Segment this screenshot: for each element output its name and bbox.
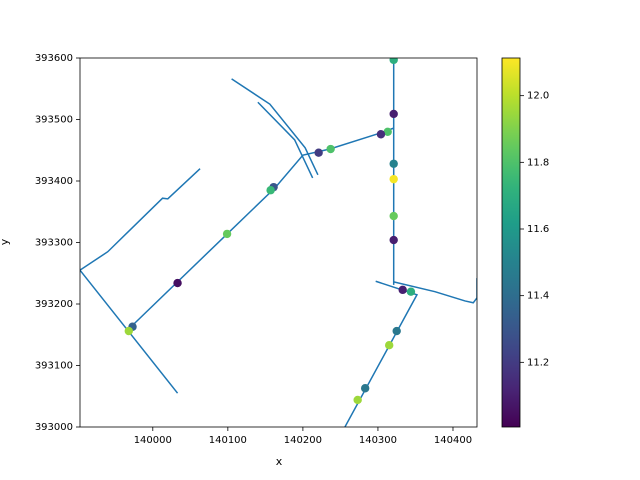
scatter-point <box>389 159 398 168</box>
colorbar-tick-label: 11.8 <box>527 157 549 168</box>
scatter-point <box>376 130 386 139</box>
x-tick-label: 140300 <box>359 435 397 446</box>
colorbar-frame <box>501 57 521 428</box>
scatter-point <box>314 148 323 157</box>
y-tick-label: 393000 <box>35 422 73 433</box>
colorbar-tick-label: 11.6 <box>527 224 549 235</box>
y-tick-label: 393600 <box>35 53 73 64</box>
scatter-point <box>389 235 398 245</box>
scatter-point <box>326 144 335 154</box>
y-tick-label: 393200 <box>35 299 73 310</box>
colorbar-tick-label: 12.0 <box>527 91 549 102</box>
scatter-point <box>389 58 398 65</box>
scatter-point <box>266 186 275 195</box>
y-tick-label: 393100 <box>35 361 73 372</box>
network-line <box>393 278 477 304</box>
scatter-point <box>124 326 133 336</box>
network-line <box>231 78 319 176</box>
colorbar-fill <box>502 58 520 427</box>
colorbar-tick-label: 11.2 <box>527 357 549 368</box>
x-axis-label: x <box>276 455 283 468</box>
scatter-point <box>389 174 398 184</box>
x-tick-label: 140200 <box>284 435 322 446</box>
scatter-point <box>406 287 416 296</box>
plot-area <box>80 58 477 427</box>
y-tick-label: 393500 <box>35 115 73 126</box>
y-tick-label: 393400 <box>35 176 73 187</box>
scatter-point <box>353 395 362 405</box>
network-line <box>257 101 314 179</box>
x-tick-label: 140100 <box>209 435 247 446</box>
scatter-point <box>222 229 232 239</box>
y-axis-label: y <box>0 238 11 245</box>
scatter-point <box>392 326 401 336</box>
scatter-point <box>384 341 394 350</box>
scatter-point <box>360 384 370 393</box>
x-tick-label: 140400 <box>434 435 472 446</box>
scatter-point <box>383 127 392 136</box>
scatter-point <box>398 285 407 295</box>
network-line <box>80 168 201 271</box>
colorbar: 11.2 11.4 11.6 11.8 12.0 <box>501 57 549 428</box>
x-tick-label: 140000 <box>134 435 172 446</box>
scatter-point <box>173 278 182 288</box>
network-line <box>344 280 419 427</box>
y-tick-label: 393300 <box>35 238 73 249</box>
scatter-point <box>389 211 398 221</box>
scatter-point <box>389 109 398 119</box>
colorbar-tick-label: 11.4 <box>527 291 549 302</box>
